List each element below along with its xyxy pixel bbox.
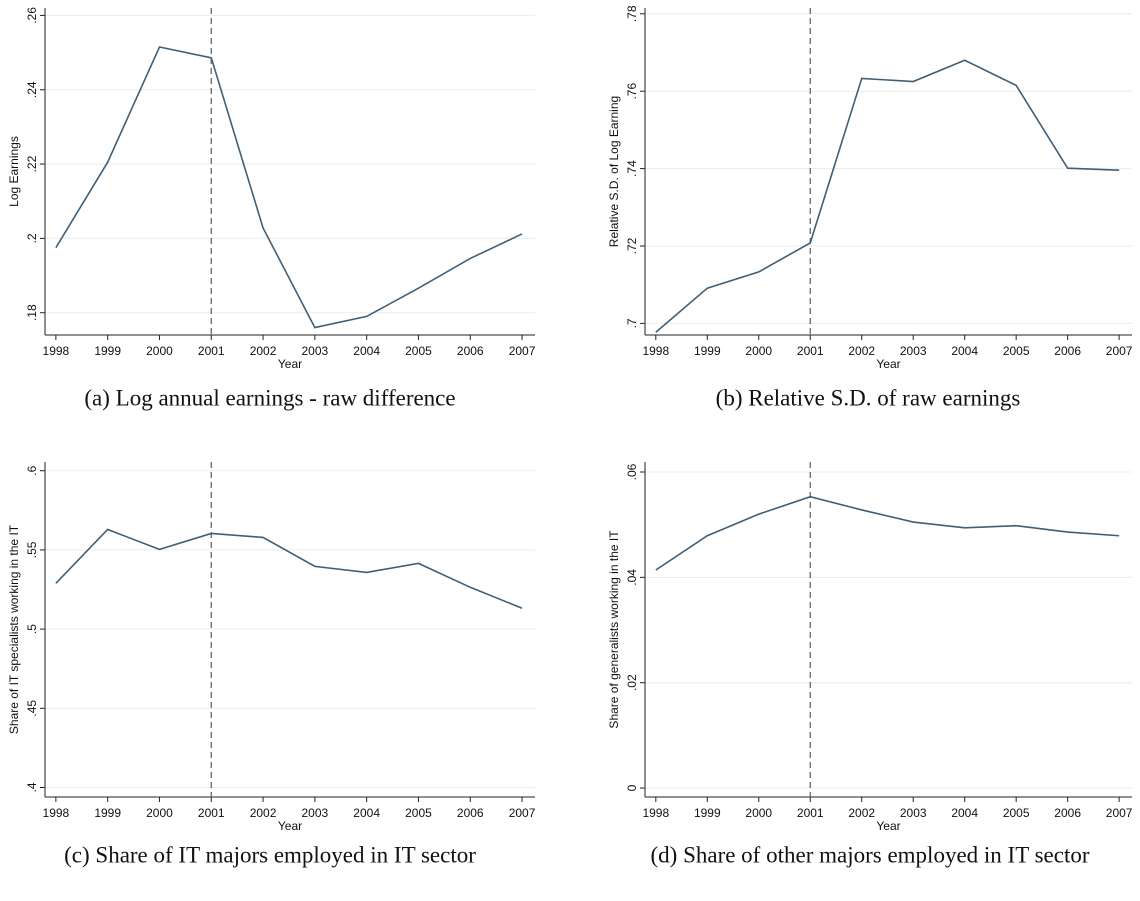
x-tick-label: 2001 (797, 806, 824, 820)
x-tick-label: 2007 (1106, 344, 1133, 358)
x-tick-label: 1999 (694, 806, 721, 820)
y-axis-label: Log Earnings (7, 136, 21, 207)
y-tick-label: .18 (25, 304, 39, 321)
panel: 0 .02 .04 .06 1998 1999 2000 2001 2002 2003 2004 20… (607, 462, 1133, 867)
x-axis-label: Year (876, 357, 900, 371)
x-tick-label: 2000 (146, 344, 173, 358)
y-tick-label: .26 (25, 7, 39, 24)
caption: (b) Relative S.D. of raw earnings (716, 385, 1021, 410)
y-tick-label: .74 (625, 160, 639, 177)
y-tick-label: .72 (625, 237, 639, 254)
x-tick-label: 2005 (405, 806, 432, 820)
y-tick-label: .78 (625, 5, 639, 22)
x-tick-label: 2001 (198, 344, 225, 358)
x-tick-label: 2007 (1106, 806, 1133, 820)
x-axis-label: Year (876, 819, 900, 833)
data-line (55, 528, 523, 609)
y-axis-label: Relative S.D. of Log Earning (607, 96, 621, 247)
y-tick-label: .06 (625, 463, 639, 480)
data-line (655, 495, 1120, 571)
y-tick-label: .02 (625, 674, 639, 691)
x-tick-label: 1998 (43, 806, 70, 820)
panel: .4 .45 .5 .55 .6 1998 1999 2000 2001 2002 2003 2004… (7, 462, 536, 867)
x-tick-label: 1998 (642, 806, 669, 820)
x-tick-label: 2007 (509, 344, 536, 358)
x-tick-label: 2004 (951, 344, 978, 358)
y-axis-label: Share of IT specialists working in the I… (7, 524, 21, 734)
x-tick-label: 2005 (405, 344, 432, 358)
panel: .7 .72 .74 .76 .78 1998 1999 2000 2001 2002 2003 20… (607, 5, 1133, 410)
x-axis-label: Year (278, 357, 302, 371)
x-tick-label: 2004 (353, 806, 380, 820)
y-axis-label: Share of generalists working in the IT (607, 530, 621, 729)
x-tick-label: 2006 (1054, 806, 1081, 820)
x-tick-label: 2001 (198, 806, 225, 820)
y-tick-label: 0 (625, 784, 639, 791)
x-tick-label: 2003 (900, 344, 927, 358)
panel: .18 .2 .22 .24 .26 1998 1999 2000 2001 2002 2003 20… (7, 7, 536, 411)
y-tick-label: .7 (625, 318, 639, 328)
y-tick-label: .2 (25, 233, 39, 243)
y-tick-label: .6 (25, 465, 39, 475)
caption: (d) Share of other majors employed in IT… (651, 842, 1090, 867)
x-axis-label: Year (278, 819, 302, 833)
x-tick-label: 2007 (509, 806, 536, 820)
x-tick-label: 2002 (250, 344, 277, 358)
x-tick-label: 2000 (745, 344, 772, 358)
y-tick-label: .22 (25, 155, 39, 172)
x-tick-label: 2000 (146, 806, 173, 820)
y-tick-label: .4 (25, 782, 39, 792)
x-tick-label: 2006 (457, 806, 484, 820)
x-tick-label: 2002 (848, 806, 875, 820)
y-tick-label: .76 (625, 83, 639, 100)
x-tick-label: 2003 (302, 806, 329, 820)
y-tick-label: .5 (25, 624, 39, 634)
x-tick-label: 2006 (457, 344, 484, 358)
x-tick-label: 2002 (250, 806, 277, 820)
x-tick-label: 2003 (302, 344, 329, 358)
x-tick-label: 2005 (1003, 806, 1030, 820)
x-tick-label: 1999 (94, 806, 121, 820)
caption: (a) Log annual earnings - raw difference (84, 385, 455, 410)
y-tick-label: .04 (625, 569, 639, 586)
x-tick-label: 2000 (745, 806, 772, 820)
y-tick-label: .45 (25, 700, 39, 717)
x-tick-label: 2003 (900, 806, 927, 820)
x-tick-label: 2005 (1003, 344, 1030, 358)
x-tick-label: 2004 (353, 344, 380, 358)
x-tick-label: 2004 (951, 806, 978, 820)
x-tick-label: 2001 (797, 344, 824, 358)
caption: (c) Share of IT majors employed in IT se… (64, 842, 476, 867)
x-tick-label: 1998 (642, 344, 669, 358)
x-tick-label: 1999 (94, 344, 121, 358)
y-tick-label: .24 (25, 81, 39, 98)
data-line (55, 46, 523, 329)
data-line (655, 59, 1120, 333)
x-tick-label: 2006 (1054, 344, 1081, 358)
y-tick-label: .55 (25, 541, 39, 558)
x-tick-label: 1999 (694, 344, 721, 358)
x-tick-label: 2002 (848, 344, 875, 358)
x-tick-label: 1998 (43, 344, 70, 358)
